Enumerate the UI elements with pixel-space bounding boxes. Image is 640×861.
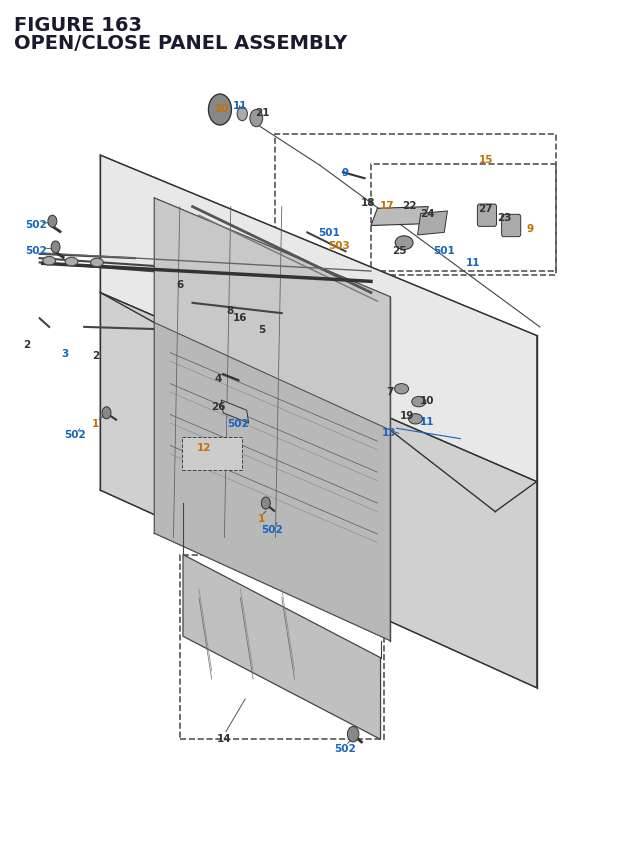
- Circle shape: [51, 242, 60, 254]
- Ellipse shape: [394, 384, 408, 394]
- Circle shape: [209, 95, 232, 126]
- Circle shape: [250, 110, 262, 127]
- Text: 4: 4: [214, 374, 221, 384]
- Text: 18: 18: [360, 198, 375, 208]
- Ellipse shape: [91, 259, 103, 268]
- Text: 21: 21: [255, 108, 270, 118]
- Text: 502: 502: [261, 524, 283, 534]
- Polygon shape: [183, 555, 381, 740]
- Text: 2: 2: [23, 340, 31, 350]
- Polygon shape: [154, 323, 390, 641]
- Text: 503: 503: [328, 241, 350, 251]
- Text: 3: 3: [61, 348, 68, 358]
- Text: 15: 15: [479, 155, 493, 165]
- Polygon shape: [100, 156, 537, 482]
- Text: 1: 1: [92, 418, 99, 429]
- Text: 12: 12: [196, 443, 211, 453]
- Text: 8: 8: [226, 306, 233, 315]
- Text: 26: 26: [211, 401, 225, 412]
- Ellipse shape: [408, 414, 422, 424]
- Ellipse shape: [43, 257, 56, 266]
- Text: 502: 502: [228, 418, 250, 429]
- Text: 27: 27: [478, 204, 493, 214]
- Text: 7: 7: [387, 387, 394, 397]
- Text: 501: 501: [319, 228, 340, 238]
- Ellipse shape: [395, 237, 413, 251]
- Text: 1: 1: [258, 513, 265, 523]
- Circle shape: [102, 407, 111, 419]
- FancyBboxPatch shape: [477, 205, 497, 227]
- Text: 25: 25: [392, 245, 407, 255]
- Ellipse shape: [65, 258, 78, 267]
- Ellipse shape: [412, 397, 426, 407]
- Text: 23: 23: [497, 213, 512, 223]
- Text: 6: 6: [176, 280, 184, 289]
- Circle shape: [348, 727, 359, 742]
- Text: 19: 19: [400, 410, 415, 420]
- Circle shape: [261, 498, 270, 510]
- Text: 17: 17: [380, 201, 394, 211]
- Text: 502: 502: [26, 245, 47, 255]
- Text: 13: 13: [381, 427, 396, 437]
- Text: 10: 10: [420, 395, 435, 406]
- Text: 14: 14: [217, 733, 232, 743]
- Text: 20: 20: [214, 103, 228, 114]
- Polygon shape: [154, 199, 390, 430]
- Polygon shape: [417, 212, 447, 236]
- Circle shape: [237, 108, 247, 121]
- Text: 11: 11: [233, 101, 248, 111]
- Text: 11: 11: [466, 258, 480, 268]
- FancyBboxPatch shape: [502, 215, 521, 238]
- Text: 2: 2: [92, 350, 99, 361]
- Text: 5: 5: [258, 325, 265, 334]
- Text: 11: 11: [420, 417, 435, 427]
- Text: 502: 502: [64, 430, 86, 440]
- Text: 22: 22: [402, 201, 417, 211]
- Text: OPEN/CLOSE PANEL ASSEMBLY: OPEN/CLOSE PANEL ASSEMBLY: [14, 34, 348, 53]
- Circle shape: [48, 216, 57, 228]
- Text: 9: 9: [342, 168, 349, 178]
- Text: 24: 24: [420, 209, 435, 220]
- Polygon shape: [371, 208, 428, 226]
- Text: FIGURE 163: FIGURE 163: [14, 16, 142, 35]
- FancyBboxPatch shape: [182, 437, 242, 471]
- Polygon shape: [221, 400, 248, 424]
- Text: 9: 9: [527, 224, 534, 234]
- Text: 501: 501: [433, 245, 455, 255]
- Text: 502: 502: [26, 220, 47, 230]
- Text: 16: 16: [233, 313, 248, 322]
- Polygon shape: [100, 294, 537, 688]
- Text: 502: 502: [335, 743, 356, 753]
